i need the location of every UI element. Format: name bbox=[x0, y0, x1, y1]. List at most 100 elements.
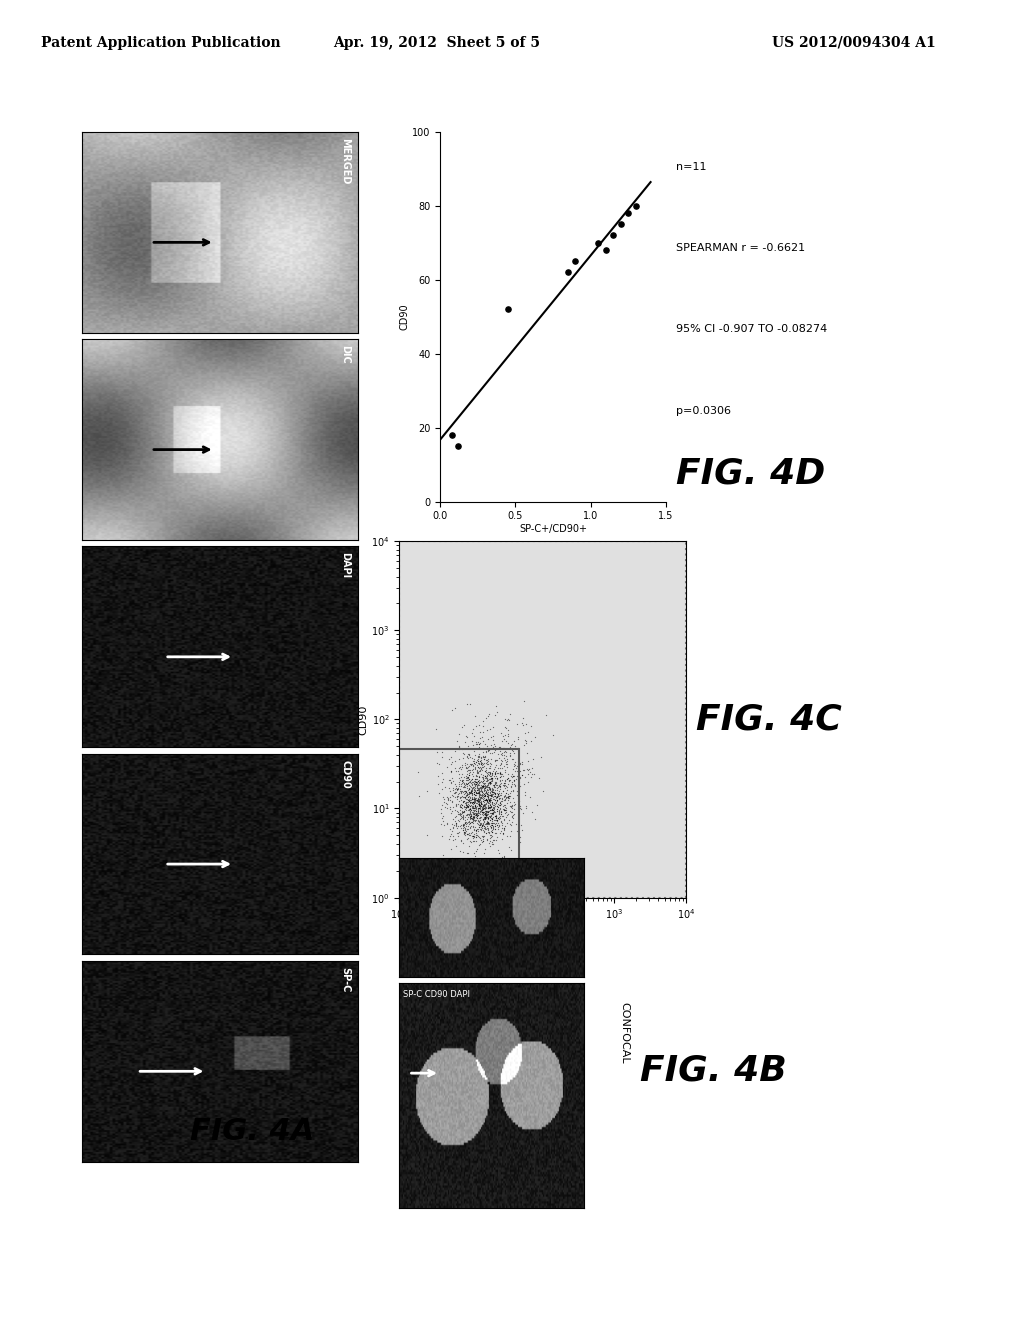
Point bbox=[487, 829, 504, 850]
Point bbox=[496, 808, 512, 829]
Point bbox=[463, 783, 479, 804]
Point bbox=[460, 767, 476, 788]
Point bbox=[470, 750, 486, 771]
Point bbox=[447, 793, 464, 814]
Point bbox=[460, 793, 476, 814]
Point bbox=[447, 795, 464, 816]
Point bbox=[481, 805, 498, 826]
Point bbox=[447, 795, 464, 816]
Point bbox=[463, 764, 479, 785]
Point bbox=[434, 807, 451, 828]
Point bbox=[494, 763, 510, 784]
Point bbox=[458, 793, 474, 814]
Point bbox=[481, 738, 498, 759]
Point bbox=[472, 779, 488, 800]
Point bbox=[473, 771, 489, 792]
Point bbox=[480, 797, 497, 818]
Point bbox=[488, 772, 505, 793]
Point bbox=[462, 799, 478, 820]
Point bbox=[479, 817, 496, 838]
Point bbox=[503, 796, 519, 817]
Point bbox=[484, 808, 501, 829]
Point bbox=[476, 796, 493, 817]
Point bbox=[462, 807, 478, 828]
Point bbox=[473, 781, 489, 803]
Point bbox=[460, 795, 476, 816]
Point bbox=[445, 796, 462, 817]
Point bbox=[457, 820, 473, 841]
Point bbox=[456, 772, 472, 793]
Point bbox=[433, 803, 450, 824]
Point bbox=[482, 817, 499, 838]
Point bbox=[486, 785, 503, 807]
Point bbox=[461, 768, 477, 789]
Point bbox=[461, 779, 477, 800]
Point bbox=[478, 767, 495, 788]
Point bbox=[488, 807, 505, 828]
Point bbox=[466, 842, 482, 863]
Point bbox=[434, 810, 451, 832]
Point bbox=[450, 817, 466, 838]
Point bbox=[506, 730, 522, 751]
Point bbox=[472, 772, 488, 793]
Point bbox=[460, 759, 476, 780]
Point bbox=[506, 735, 522, 756]
Point bbox=[478, 741, 495, 762]
Point bbox=[468, 731, 484, 752]
Point bbox=[475, 797, 492, 818]
Point bbox=[463, 774, 479, 795]
Point bbox=[478, 779, 495, 800]
Point bbox=[475, 737, 492, 758]
Point bbox=[467, 775, 483, 796]
Point bbox=[471, 781, 487, 803]
Point bbox=[509, 760, 525, 781]
Point bbox=[480, 808, 497, 829]
Point bbox=[511, 791, 527, 812]
Point bbox=[464, 774, 480, 795]
Point bbox=[440, 748, 457, 770]
Point bbox=[483, 784, 500, 805]
Point bbox=[477, 807, 494, 828]
Point bbox=[475, 752, 492, 774]
Point bbox=[454, 770, 470, 791]
Point bbox=[476, 810, 493, 832]
Point bbox=[506, 804, 522, 825]
Point bbox=[454, 780, 470, 801]
Point bbox=[498, 752, 514, 774]
Point bbox=[486, 805, 503, 826]
Point bbox=[443, 784, 460, 805]
Point bbox=[431, 783, 447, 804]
Point bbox=[473, 777, 489, 799]
Point bbox=[531, 768, 548, 789]
Point bbox=[481, 832, 498, 853]
Point bbox=[496, 846, 512, 867]
Point bbox=[461, 764, 477, 785]
Point bbox=[483, 796, 500, 817]
Point bbox=[465, 759, 481, 780]
Point bbox=[496, 748, 512, 770]
Point bbox=[463, 792, 479, 813]
Point bbox=[487, 705, 504, 726]
Point bbox=[485, 812, 502, 833]
Point bbox=[484, 764, 501, 785]
Point bbox=[482, 734, 499, 755]
Point bbox=[440, 829, 457, 850]
Point bbox=[519, 772, 536, 793]
Point bbox=[480, 764, 497, 785]
Point bbox=[475, 808, 492, 829]
Point bbox=[463, 789, 479, 810]
Point bbox=[476, 748, 493, 770]
Point bbox=[452, 841, 468, 862]
Point bbox=[454, 780, 470, 801]
Point bbox=[463, 816, 479, 837]
Point bbox=[481, 756, 498, 777]
Point bbox=[451, 735, 467, 756]
Point bbox=[473, 807, 489, 828]
Point bbox=[469, 747, 485, 768]
Point bbox=[497, 741, 513, 762]
Point bbox=[460, 747, 476, 768]
Point bbox=[460, 796, 476, 817]
Point bbox=[476, 785, 493, 807]
Point bbox=[450, 825, 466, 846]
Point bbox=[466, 787, 482, 808]
